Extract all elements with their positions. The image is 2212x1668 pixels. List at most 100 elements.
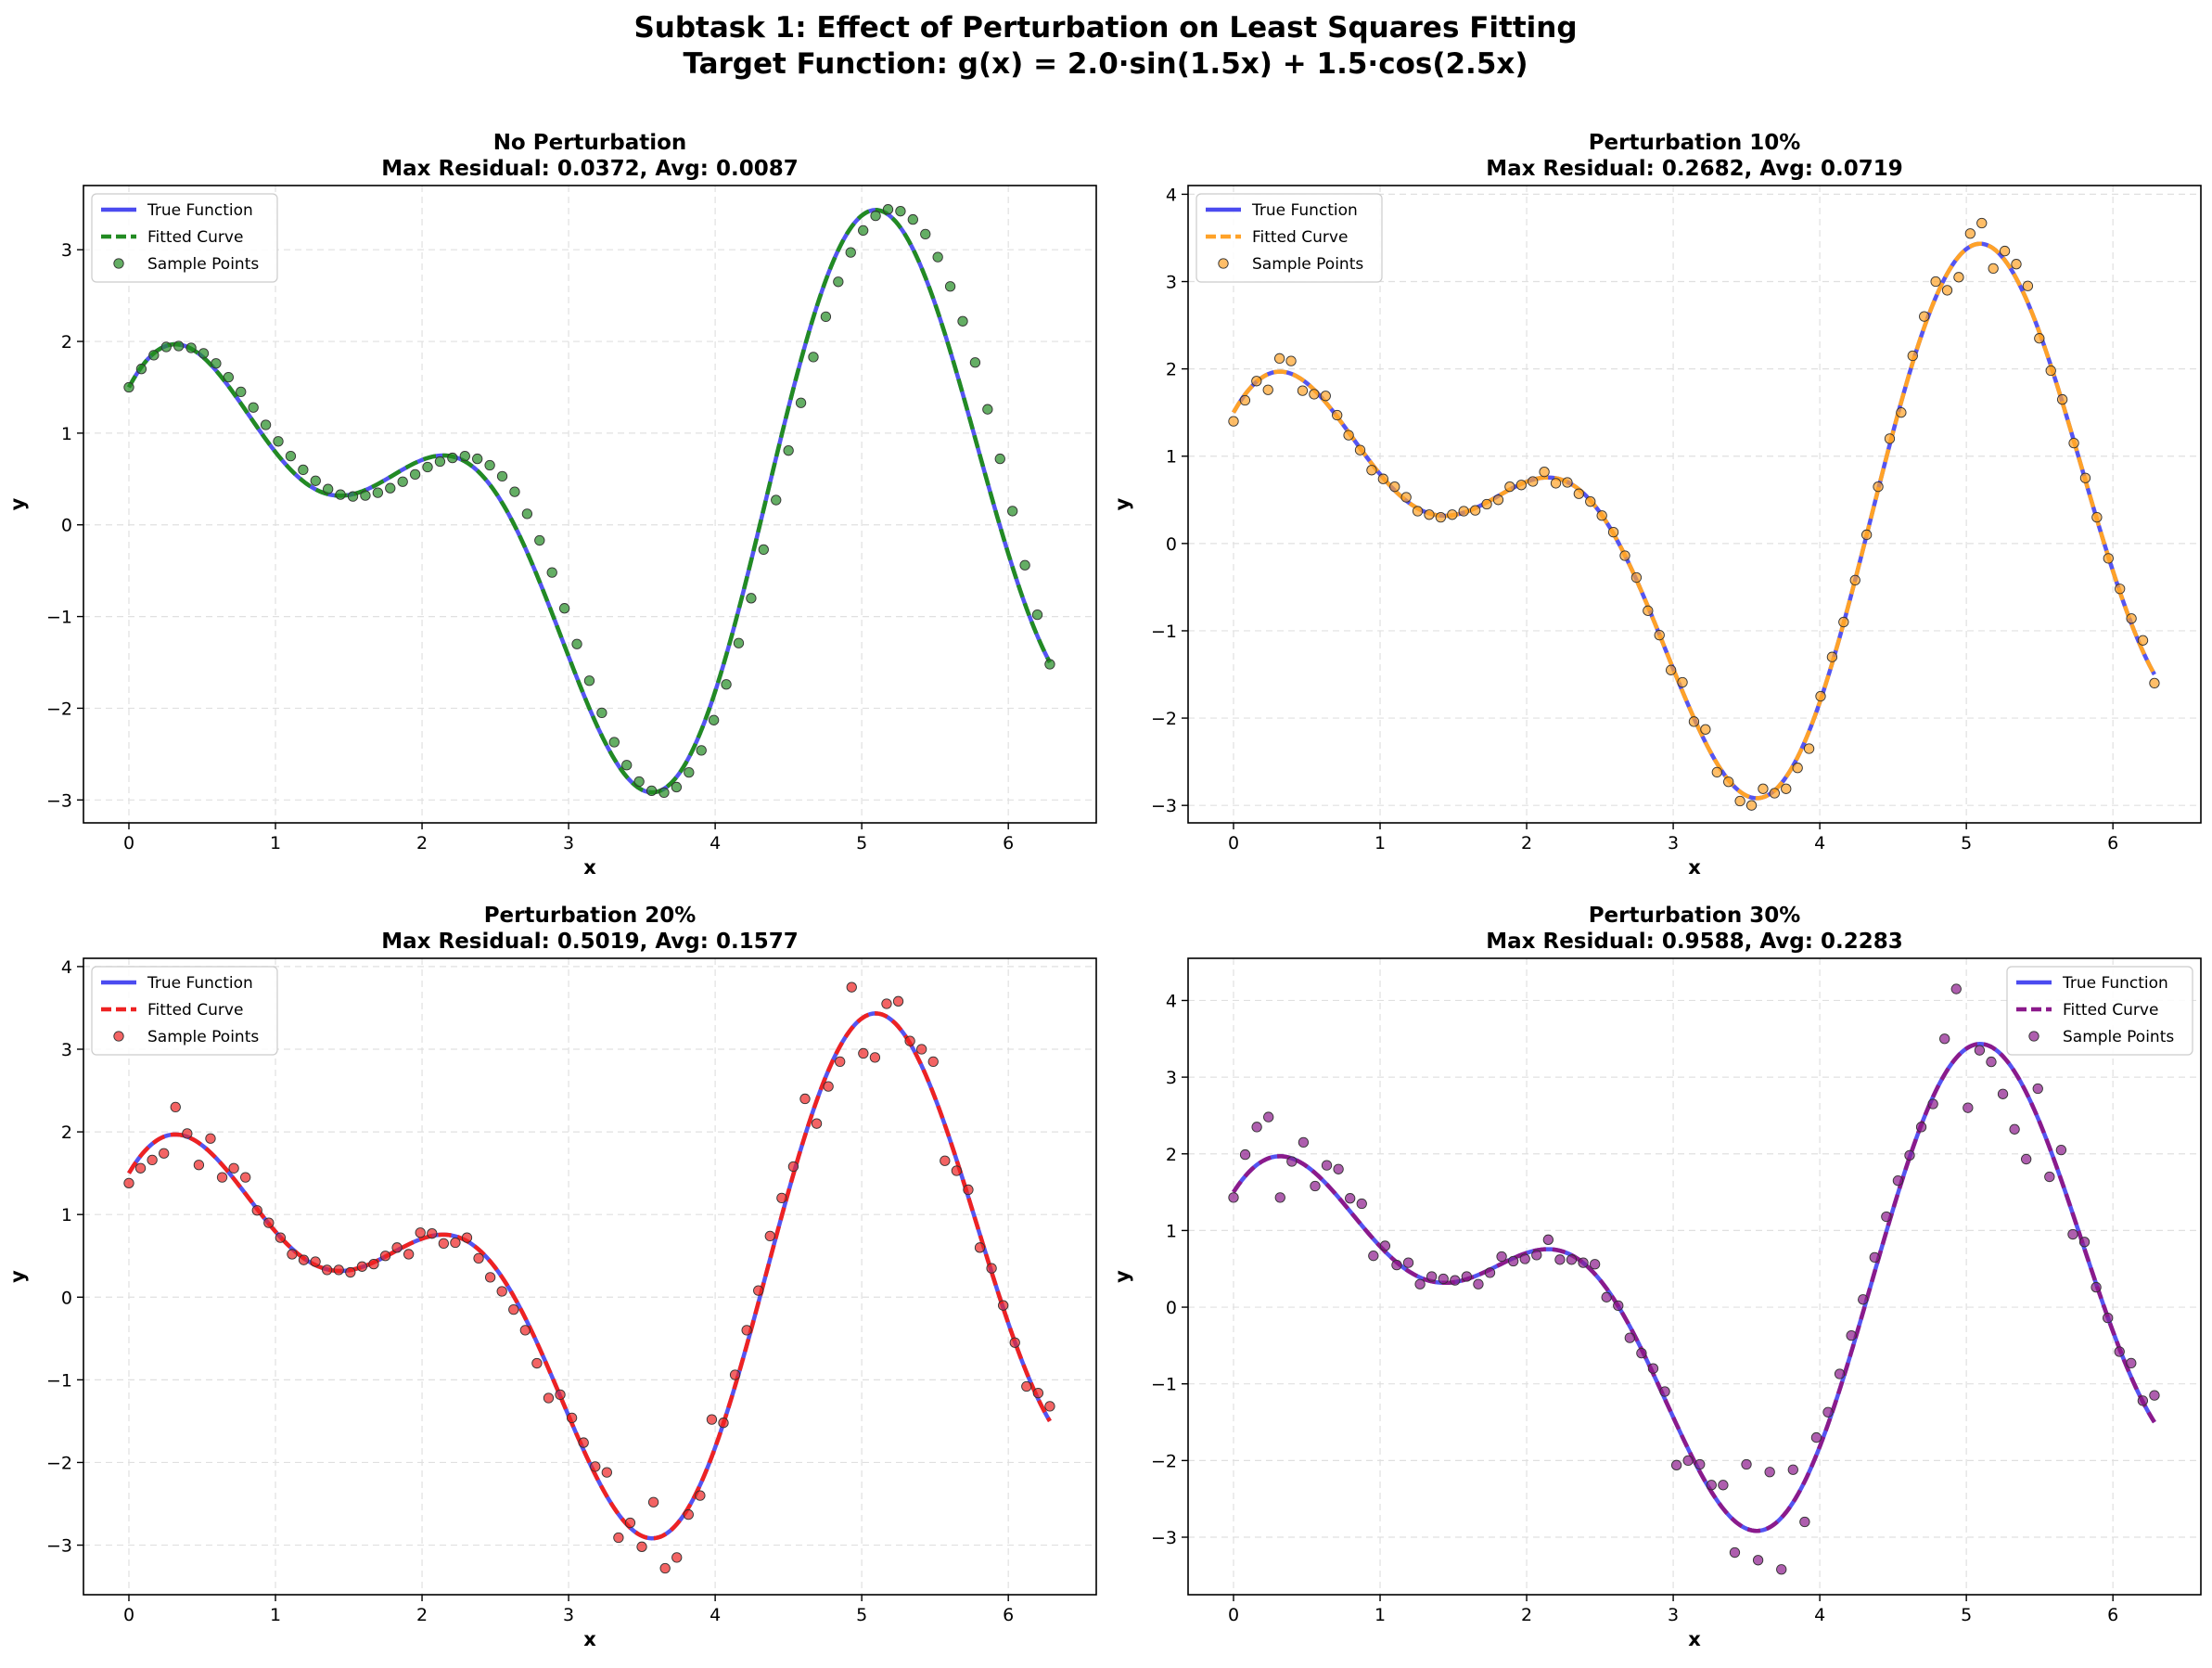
sample-point — [1834, 1368, 1846, 1379]
sample-point — [1988, 263, 1999, 275]
sample-point — [741, 1325, 752, 1336]
legend-label: Sample Points — [147, 1028, 259, 1046]
sample-point — [216, 1172, 228, 1183]
y-tick-label: 2 — [1166, 1145, 1177, 1165]
sample-point — [647, 1496, 659, 1508]
y-tick-label: −3 — [1151, 1528, 1177, 1548]
sample-point — [415, 1227, 426, 1238]
y-tick-label: 1 — [61, 1205, 72, 1225]
x-tick-label: 5 — [856, 1605, 867, 1625]
y-axis-label: y — [6, 497, 29, 510]
sample-point — [1228, 1192, 1239, 1203]
legend-box — [91, 193, 278, 283]
sample-point — [496, 1286, 507, 1297]
sample-point — [753, 1285, 764, 1296]
sample-point — [273, 436, 284, 447]
x-tick-label: 3 — [563, 1605, 574, 1625]
sample-point — [1647, 1363, 1659, 1374]
sample-point — [1822, 1406, 1834, 1418]
sample-point — [1585, 496, 1596, 507]
sample-point — [1402, 1257, 1414, 1268]
fitted-curve-line — [127, 208, 1052, 795]
sample-point — [298, 464, 309, 476]
subplot-title-line1: Perturbation 30% — [1589, 904, 1801, 928]
sample-point — [2126, 1357, 2137, 1369]
y-tick-label: 4 — [1166, 185, 1177, 205]
sample-point — [729, 1369, 741, 1380]
x-tick-label: 2 — [416, 833, 428, 853]
sample-point — [1858, 1294, 1869, 1305]
plot-area — [83, 186, 1096, 823]
sample-point — [881, 998, 892, 1009]
subplot-title-line2: Max Residual: 0.9588, Avg: 0.2283 — [1486, 930, 1902, 954]
sample-point — [335, 489, 346, 500]
legend-box — [2006, 966, 2193, 1056]
x-tick-label: 1 — [270, 833, 281, 853]
axes-frame — [83, 185, 1097, 824]
legend: True Function Fitted Curve Sample Points — [91, 193, 278, 283]
sample-point — [1950, 983, 1962, 994]
sample-point — [2126, 613, 2137, 624]
sample-point — [869, 1052, 881, 1063]
sample-point — [969, 357, 981, 368]
subplot-3: 0 1 2 3 4 5 6 −3 −2 −1 0 1 2 3 4 x y Perturbation 20%Max … — [6, 904, 1097, 1650]
subplot-title-line2: Max Residual: 0.5019, Avg: 0.1577 — [381, 930, 798, 954]
legend: True Function Fitted Curve Sample Points — [91, 966, 278, 1056]
x-tick-label: 1 — [1375, 1605, 1386, 1625]
x-tick-label: 5 — [856, 833, 867, 853]
legend-sample-points-swatch — [2028, 1031, 2039, 1042]
sample-point — [895, 206, 906, 217]
sample-point — [403, 1249, 415, 1260]
sample-point — [185, 342, 197, 353]
sample-point — [148, 350, 160, 361]
sample-point — [1515, 480, 1527, 491]
sample-point — [733, 637, 745, 648]
sample-point — [1860, 529, 1873, 541]
subplot-title-line1: Perturbation 10% — [1589, 131, 1801, 155]
y-tick-label: 3 — [61, 1040, 72, 1060]
sample-point — [1688, 716, 1700, 727]
x-tick-label: 3 — [1668, 833, 1679, 853]
sample-point — [951, 1165, 963, 1176]
sample-point — [531, 1357, 543, 1369]
sample-point — [1964, 228, 1975, 239]
sample-point — [1974, 1045, 1986, 1056]
sample-point — [521, 508, 533, 520]
sample-point — [1450, 1275, 1461, 1286]
sample-point — [1915, 1122, 1927, 1133]
x-axis-label: x — [583, 856, 596, 879]
sample-point — [409, 468, 421, 481]
sample-point — [1426, 1271, 1438, 1282]
axes-frame — [83, 957, 1097, 1596]
y-tick-label: −2 — [46, 699, 72, 719]
sample-point — [1239, 1148, 1251, 1161]
sample-point — [1228, 416, 1239, 427]
sample-point — [892, 995, 904, 1007]
y-axis-label: y — [1111, 497, 1133, 510]
sample-point — [1356, 1198, 1367, 1210]
sample-point — [1589, 1259, 1601, 1270]
sample-point — [932, 251, 943, 263]
sample-point — [718, 1418, 729, 1429]
y-tick-label: 2 — [1166, 360, 1177, 380]
y-tick-label: −2 — [1151, 1451, 1177, 1471]
sample-point — [1976, 217, 1988, 229]
sample-point — [1239, 394, 1251, 406]
x-tick-label: 4 — [710, 1605, 721, 1625]
sample-point — [251, 1205, 262, 1216]
x-axis-label: x — [1688, 1628, 1701, 1650]
legend-label: Sample Points — [147, 255, 259, 274]
sample-point — [1562, 477, 1573, 488]
sample-point — [870, 210, 881, 222]
sample-point — [776, 1192, 787, 1204]
sample-point — [459, 450, 470, 462]
sample-point — [1379, 1240, 1391, 1251]
sample-point — [1484, 1267, 1496, 1278]
legend-label: Sample Points — [1252, 255, 1363, 274]
plot-area — [1188, 958, 2201, 1595]
sample-point — [193, 1160, 205, 1171]
sample-point — [461, 1232, 473, 1243]
sample-point — [601, 1467, 612, 1478]
sample-point — [509, 486, 520, 497]
sample-point — [1999, 245, 2011, 257]
